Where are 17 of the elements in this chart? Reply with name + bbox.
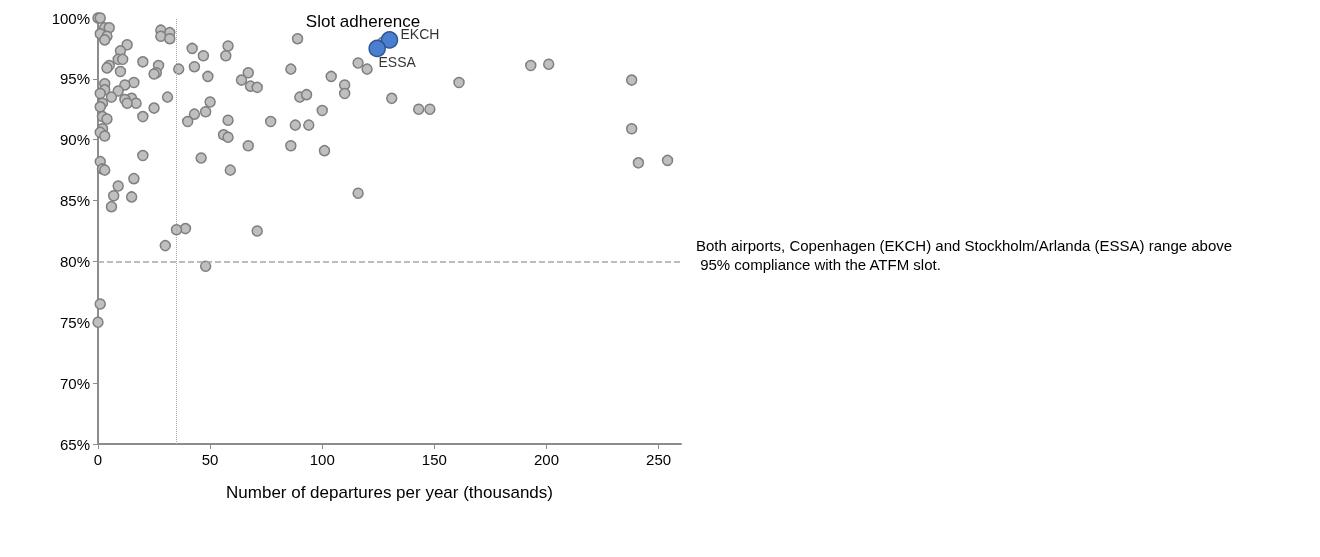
y-tick-label: 65% bbox=[59, 435, 90, 453]
x-tick-label: 200 bbox=[533, 451, 559, 468]
x-tick-label: 0 bbox=[93, 451, 103, 468]
y-tick-label: 100% bbox=[51, 9, 90, 27]
x-tick-label: 50 bbox=[201, 451, 219, 468]
x-tick-label: 250 bbox=[646, 451, 672, 468]
y-tick-label: 70% bbox=[59, 374, 90, 392]
y-tick-label: 95% bbox=[59, 70, 90, 88]
text: Both airports, Copenhagen (EKCH) and Stockholm/Arlanda (ESSA) range above 95% compliance with the ATFM slot. bbox=[696, 237, 1233, 273]
x-tick-label: 150 bbox=[421, 451, 447, 468]
y-tick-label: 75% bbox=[59, 313, 90, 331]
y-tick-label: 80% bbox=[59, 252, 90, 270]
y-tick-label: 90% bbox=[59, 131, 90, 149]
x-tick-label: 100 bbox=[309, 451, 335, 468]
y-tick-label: 85% bbox=[59, 192, 90, 210]
annotation: ESSA bbox=[378, 54, 417, 71]
x-axis-title: Number of departures per year (thousands) bbox=[226, 483, 553, 502]
